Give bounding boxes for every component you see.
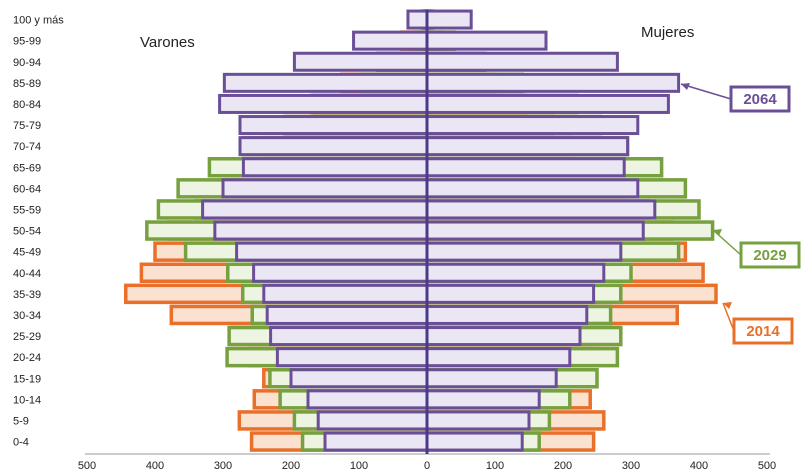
bar-2064-men-90-94: [292, 51, 429, 72]
bar-2064-women-70-74: [425, 136, 630, 157]
legend-box-2064: [729, 85, 791, 113]
bar-2064-women-100 y más: [425, 9, 473, 30]
legend-arrow-2064: [680, 83, 732, 100]
bar-2064-women-75-79: [425, 115, 640, 136]
bar-2064-women-85-89: [425, 72, 681, 93]
bar-2064-men-65-69: [241, 157, 429, 178]
bar-2064-women-60-64: [425, 178, 640, 199]
age-label: 40-44: [13, 268, 41, 280]
x-tick-label: 0: [424, 460, 430, 472]
legend-arrowhead: [681, 83, 690, 90]
bar-2064-men-35-39: [262, 283, 429, 304]
age-label: 60-64: [13, 183, 41, 195]
left-side-label: Varones: [140, 34, 195, 51]
legend-arrowhead: [713, 229, 722, 236]
legend-label-2029: 2029: [753, 247, 786, 264]
age-label: 100 y más: [13, 15, 64, 27]
age-label: 90-94: [13, 57, 41, 69]
age-label: 35-39: [13, 289, 41, 301]
legend-label-2064: 2064: [743, 91, 777, 108]
bar-2064-men-80-84: [218, 93, 429, 114]
bar-2064-women-5-9: [425, 410, 531, 431]
bar-2064-women-55-59: [425, 199, 657, 220]
bar-2064-men-55-59: [201, 199, 429, 220]
bar-2064-men-70-74: [238, 136, 429, 157]
bar-2064-women-15-19: [425, 368, 558, 389]
bar-2064-women-95-99: [425, 30, 548, 51]
bar-2064-men-60-64: [221, 178, 429, 199]
bar-2064-men-40-44: [252, 262, 429, 283]
age-label: 5-9: [13, 415, 29, 427]
bar-2064-men-10-14: [306, 389, 429, 410]
bar-2064-women-0-4: [425, 431, 524, 452]
bar-2064-women-20-24: [425, 347, 572, 368]
bar-2064-men-0-4: [323, 431, 429, 452]
age-label: 85-89: [13, 78, 41, 90]
age-label: 50-54: [13, 226, 41, 238]
right-side-label: Mujeres: [641, 24, 694, 41]
bar-2064-women-25-29: [425, 326, 582, 347]
age-label: 70-74: [13, 141, 41, 153]
age-labels: 0-4 5-9 10-14 15-19 20-24 25-29 30-34 35-39 40-4…: [13, 15, 64, 449]
bar-2064-women-40-44: [425, 262, 606, 283]
age-label: 30-34: [13, 310, 41, 322]
x-tick-label: 300: [214, 460, 232, 472]
legend: 2064 2029 2014: [680, 83, 801, 345]
bars-group: [124, 9, 718, 452]
x-tick-label: 300: [622, 460, 640, 472]
bar-2064-men-15-19: [289, 368, 429, 389]
age-label: 0-4: [13, 437, 29, 449]
x-tick-label: 100: [350, 460, 368, 472]
bar-2064-men-95-99: [352, 30, 429, 51]
bar-2064-women-65-69: [425, 157, 626, 178]
bar-2064-women-10-14: [425, 389, 541, 410]
x-axis-ticks: 500 400 300 200 100 0 100 200 300 400 500: [78, 460, 776, 472]
bar-2064-men-5-9: [316, 410, 429, 431]
legend-box-2029: [739, 241, 801, 269]
legend-box-2014: [732, 317, 794, 345]
bar-2064-women-90-94: [425, 51, 619, 72]
bar-2064-men-75-79: [238, 115, 429, 136]
age-label: 15-19: [13, 373, 41, 385]
age-label: 75-79: [13, 120, 41, 132]
age-label: 95-99: [13, 36, 41, 48]
age-label: 10-14: [13, 394, 41, 406]
legend-arrow-2014: [722, 302, 735, 332]
bar-2064-women-45-49: [425, 241, 623, 262]
bar-2064-men-45-49: [235, 241, 429, 262]
x-tick-label: 500: [758, 460, 776, 472]
bar-2064-women-80-84: [425, 93, 670, 114]
x-tick-label: 100: [486, 460, 504, 472]
age-label: 25-29: [13, 331, 41, 343]
x-tick-label: 200: [282, 460, 300, 472]
bar-2064-women-30-34: [425, 304, 589, 325]
bar-2064-women-50-54: [425, 220, 645, 241]
age-label: 55-59: [13, 204, 41, 216]
x-tick-label: 400: [146, 460, 164, 472]
legend-label-2014: 2014: [746, 323, 780, 340]
age-label: 80-84: [13, 99, 41, 111]
bar-2064-women-35-39: [425, 283, 596, 304]
bar-2064-men-20-24: [275, 347, 429, 368]
bar-2064-men-100 y más: [406, 9, 429, 30]
bar-2064-men-25-29: [269, 326, 429, 347]
x-tick-label: 200: [554, 460, 572, 472]
age-label: 45-49: [13, 247, 41, 259]
bar-2064-men-30-34: [265, 304, 429, 325]
bar-2064-men-50-54: [213, 220, 429, 241]
bar-2064-men-85-89: [222, 72, 429, 93]
age-label: 20-24: [13, 352, 41, 364]
x-tick-label: 400: [690, 460, 708, 472]
x-tick-label: 500: [78, 460, 96, 472]
age-label: 65-69: [13, 162, 41, 174]
legend-arrowhead: [723, 302, 732, 309]
